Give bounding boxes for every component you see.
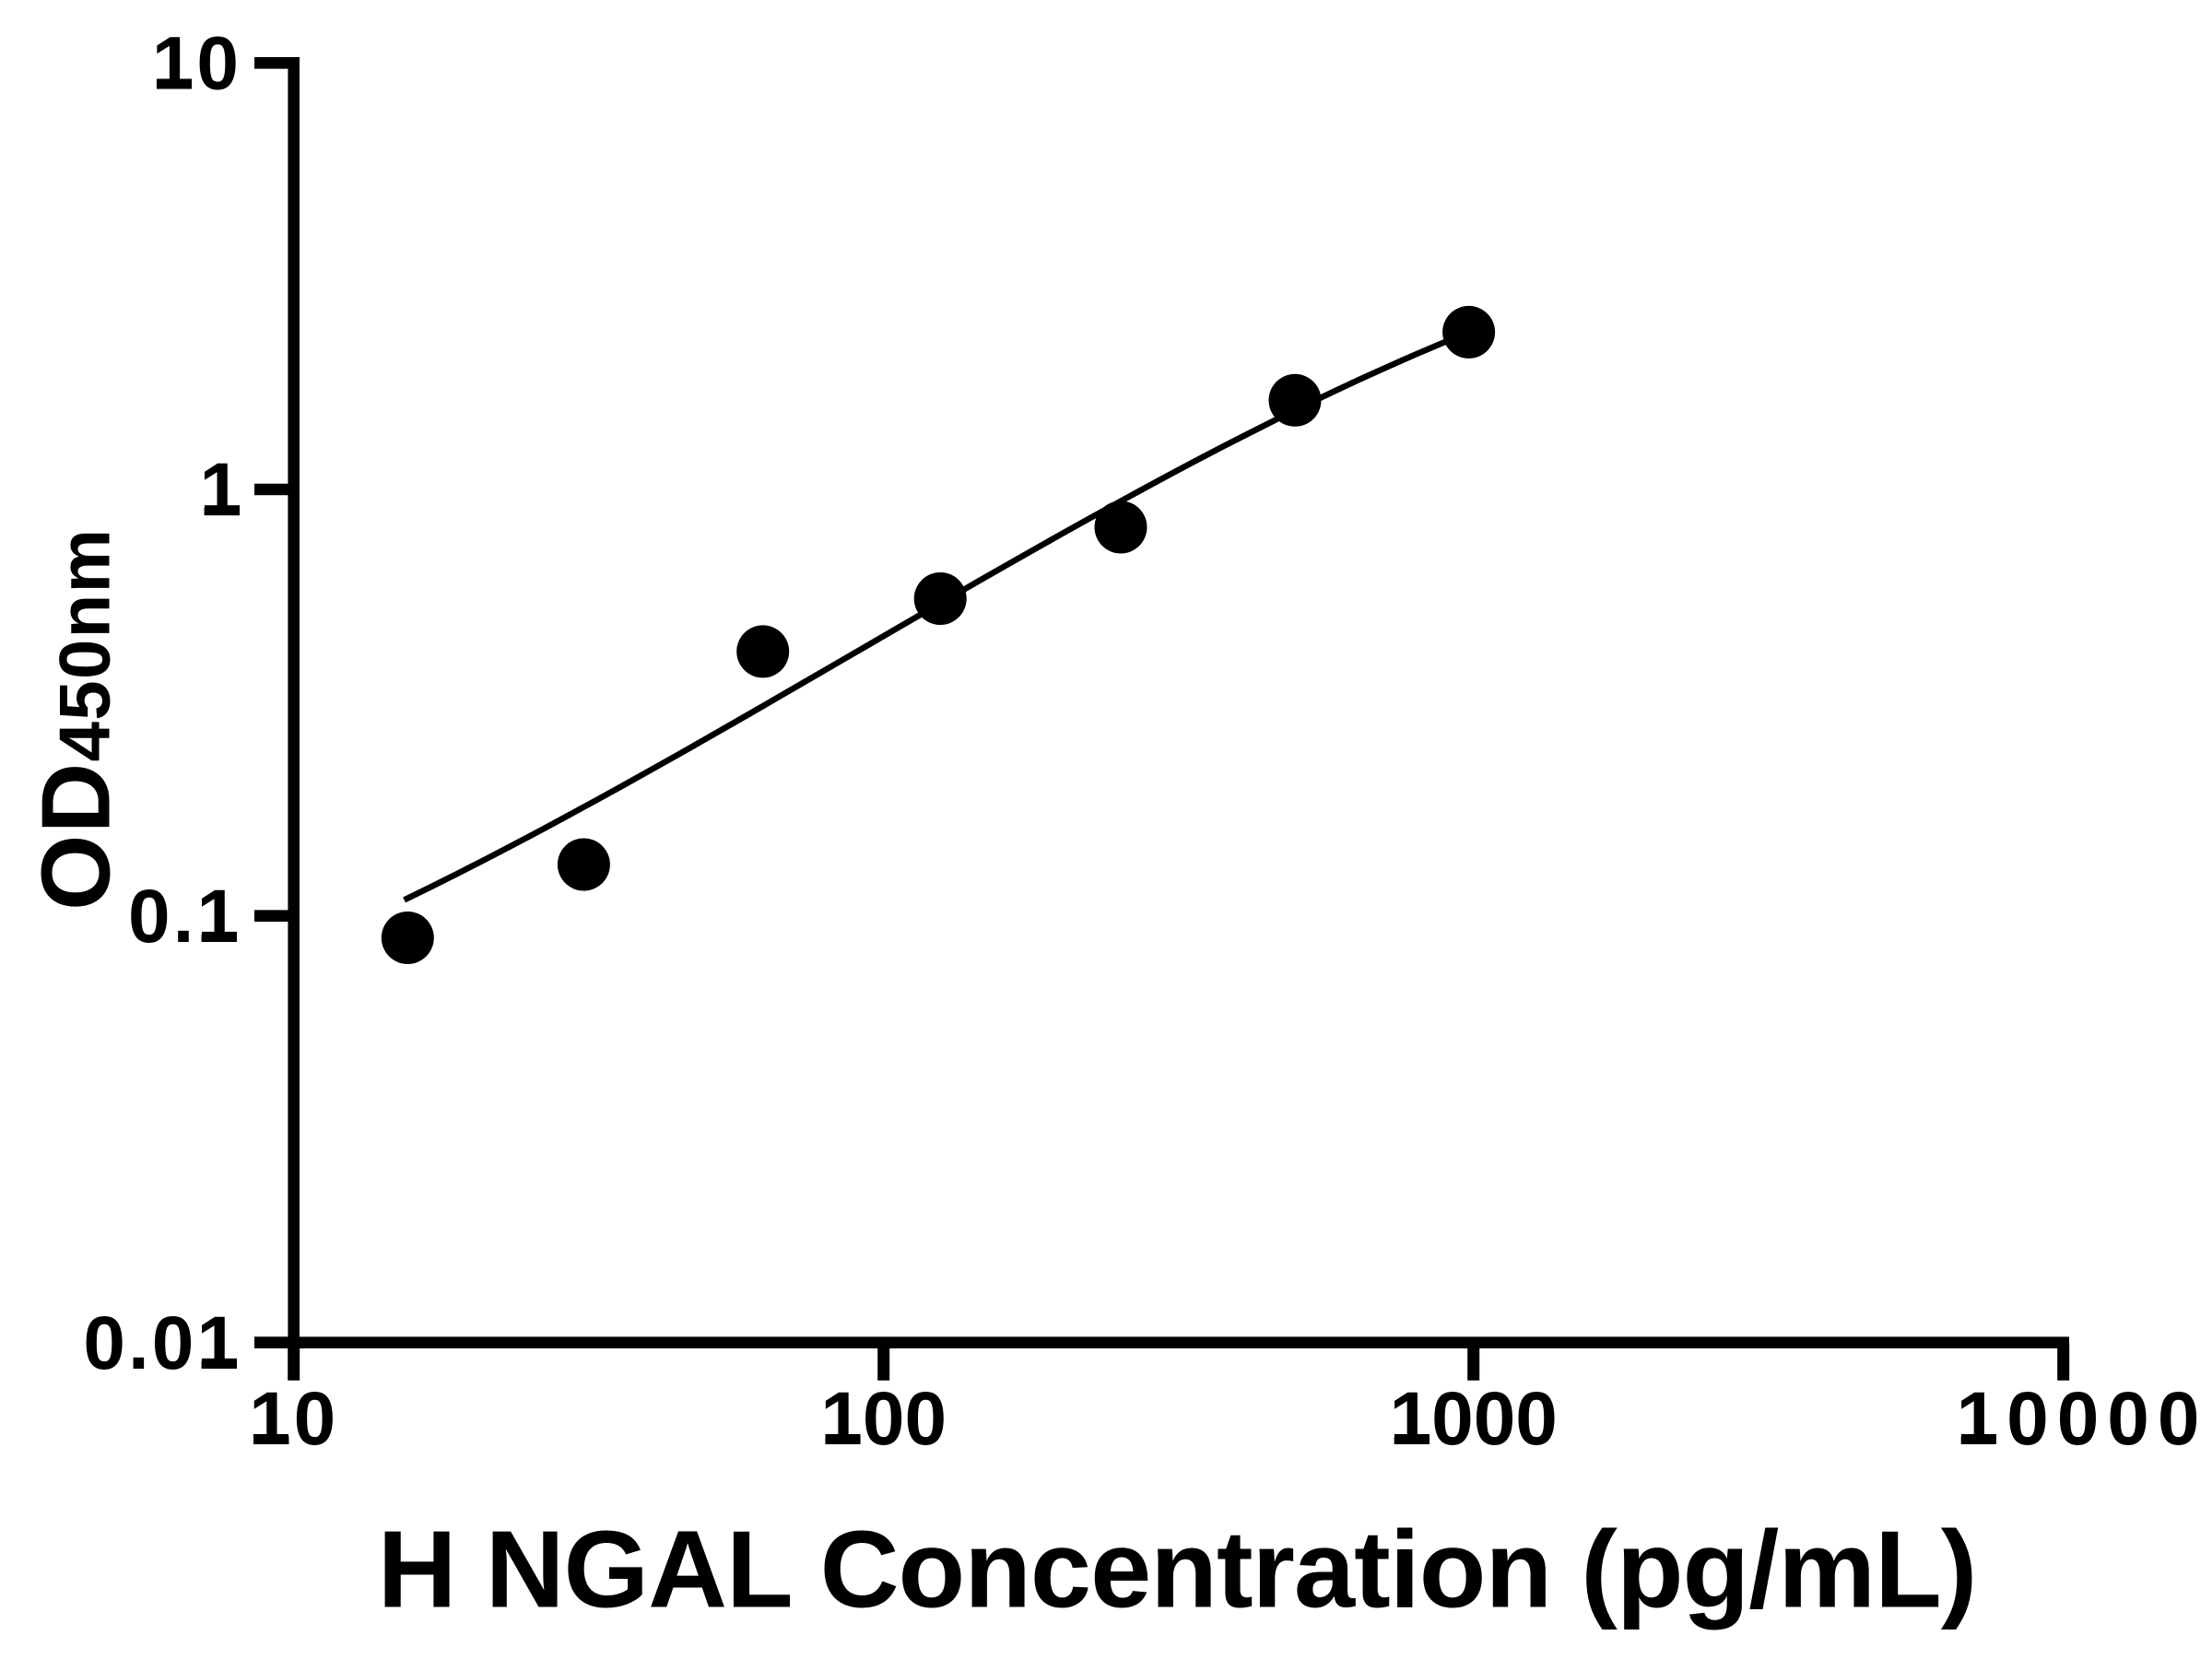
svg-text:10: 10 (249, 1377, 338, 1461)
svg-text:H NGAL Concentration (pg/mL): H NGAL Concentration (pg/mL) (378, 1509, 1977, 1631)
svg-text:10: 10 (152, 22, 241, 106)
svg-text:1: 1 (199, 448, 241, 532)
svg-text:10000: 10000 (1956, 1377, 2207, 1461)
svg-text:100: 100 (820, 1377, 947, 1461)
svg-text:1000: 1000 (1389, 1377, 1557, 1461)
svg-text:0.1: 0.1 (128, 875, 241, 959)
svg-text:0.01: 0.01 (83, 1301, 241, 1385)
